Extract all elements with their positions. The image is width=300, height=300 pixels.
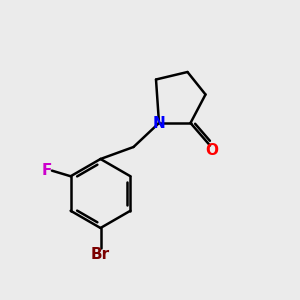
Text: O: O — [206, 143, 219, 158]
Text: F: F — [41, 163, 52, 178]
Text: Br: Br — [91, 247, 110, 262]
Text: N: N — [153, 116, 165, 130]
